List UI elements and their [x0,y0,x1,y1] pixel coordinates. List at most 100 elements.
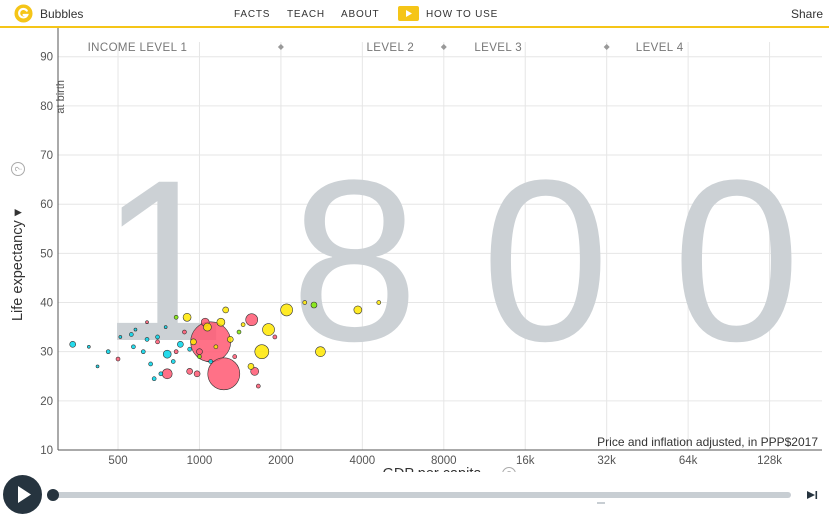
income-level-diamond [277,44,284,50]
data-bubble[interactable] [177,341,184,348]
data-bubble[interactable] [140,349,146,354]
year-watermark-digit: 0 [673,132,801,389]
data-bubble[interactable] [302,300,308,305]
app-title[interactable]: Bubbles [40,7,84,21]
nav-facts[interactable]: FACTS [234,9,271,20]
gapminder-logo-icon[interactable] [14,4,33,23]
y-tick-label: 20 [40,396,53,408]
data-bubble[interactable] [247,363,255,370]
y-axis-help-icon[interactable]: ? [11,162,25,176]
x-axis-note: Price and inflation adjusted, in PPP$201… [597,435,818,449]
speed-icon[interactable] [806,489,818,501]
y-tick-label: 60 [40,199,53,211]
data-bubble[interactable] [170,359,176,364]
data-bubble[interactable] [203,322,212,332]
nav-teach[interactable]: TEACH [287,9,325,20]
data-bubble[interactable] [254,344,270,359]
data-bubble[interactable] [207,357,241,391]
svg-text:?: ? [14,166,24,171]
data-bubble[interactable] [208,359,213,364]
data-bubble[interactable] [163,325,168,329]
data-bubble[interactable] [196,348,203,355]
income-level-label: LEVEL 2 [366,42,414,54]
data-bubble[interactable] [173,314,179,320]
x-tick-label: 2000 [268,455,294,467]
y-tick-label: 10 [40,445,53,457]
data-bubble[interactable] [133,327,138,332]
data-bubble[interactable] [193,370,201,378]
income-level-diamond [440,44,447,50]
data-bubble[interactable] [197,354,202,359]
data-bubble[interactable] [144,337,150,342]
x-tick-label: 16k [516,455,535,467]
y-unit-label: at birth [55,80,67,114]
income-level-label: LEVEL 3 [474,42,522,54]
video-play-icon[interactable] [398,6,419,21]
data-bubble[interactable] [151,376,157,382]
data-bubble[interactable] [173,349,179,354]
data-bubble[interactable] [240,322,246,327]
data-bubble[interactable] [190,338,197,346]
data-bubble[interactable] [256,383,261,389]
data-bubble[interactable] [250,367,259,376]
nav-how-to-use[interactable]: HOW TO USE [426,9,499,20]
data-bubble[interactable] [187,346,192,352]
data-bubble[interactable] [95,364,100,369]
data-bubble[interactable] [280,303,293,317]
data-bubble[interactable] [310,301,318,309]
nav-about[interactable]: ABOUT [341,9,380,20]
x-tick-label: 1000 [187,455,213,467]
income-level-diamond [603,44,610,50]
y-tick-label: 40 [40,298,53,310]
timeline-marker [597,502,605,504]
x-tick-label: 8000 [431,455,457,467]
data-bubble[interactable] [131,344,136,350]
data-bubble[interactable] [216,317,226,327]
x-tick-label: 4000 [350,455,376,467]
play-button[interactable] [3,475,42,514]
x-tick-label: 32k [597,455,616,467]
y-axis-title[interactable]: Life expectancy ▾ [10,208,26,321]
data-bubble[interactable] [232,354,238,359]
x-axis-help-icon[interactable] [502,467,516,473]
data-bubble[interactable] [158,371,164,377]
data-bubble[interactable] [353,305,363,315]
x-axis-title[interactable]: GDP per capita [383,466,483,472]
data-bubble[interactable] [155,334,160,340]
data-bubble[interactable] [87,344,91,349]
y-tick-label: 90 [40,52,53,64]
data-bubble[interactable] [222,306,229,314]
data-bubble[interactable] [105,349,111,354]
x-tick-label: 64k [679,455,698,467]
data-bubble[interactable] [272,334,278,340]
data-bubble[interactable] [376,300,382,305]
data-bubble[interactable] [148,361,153,367]
data-bubble[interactable] [186,368,193,375]
data-bubble[interactable] [245,313,259,327]
data-bubble[interactable] [145,320,149,324]
timeline-slider-handle[interactable] [47,489,59,501]
data-bubble[interactable] [182,329,187,335]
y-tick-label: 70 [40,150,53,162]
data-bubble[interactable] [118,335,123,339]
data-bubble[interactable] [236,329,242,335]
timeline-slider-track[interactable] [53,492,791,498]
data-bubble[interactable] [315,346,326,357]
data-bubble[interactable] [69,341,77,348]
data-bubble[interactable] [213,344,219,350]
x-axis-dropdown-icon[interactable]: ▾ [487,469,493,472]
data-bubble[interactable] [115,356,121,362]
year-watermark-digit: 8 [291,132,419,389]
data-bubble[interactable] [262,323,275,336]
data-bubble[interactable] [129,332,134,337]
data-bubble[interactable] [226,336,234,343]
data-bubble[interactable] [161,368,173,380]
share-button[interactable]: Share [790,7,823,21]
income-level-label: LEVEL 4 [636,42,684,54]
x-axis-help-icon-glyph: ? [506,470,511,473]
data-bubble[interactable] [162,349,172,359]
x-tick-label: 128k [757,455,782,467]
data-bubble[interactable] [155,339,160,345]
data-bubble[interactable] [182,312,192,322]
